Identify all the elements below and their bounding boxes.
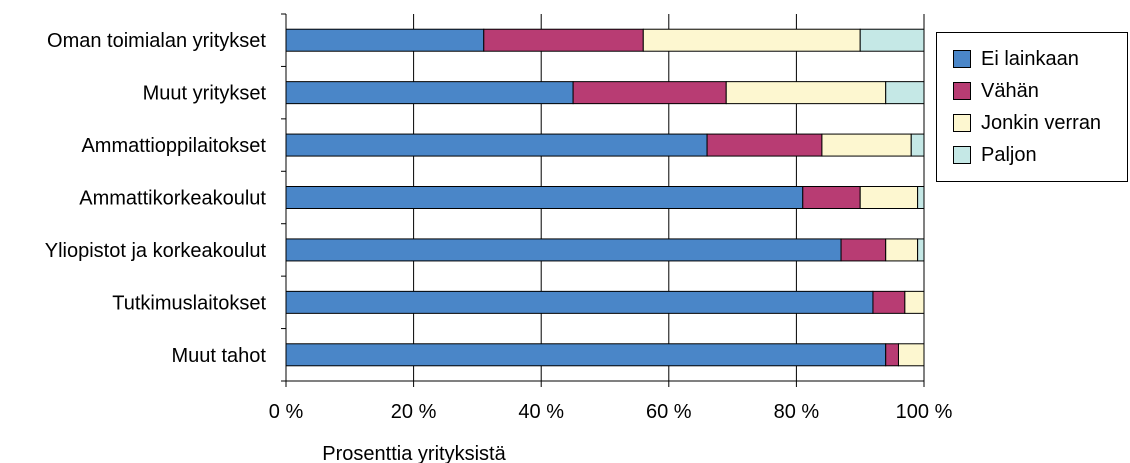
bar-segment xyxy=(285,343,887,367)
bar-segment xyxy=(285,186,804,209)
category-label: Muut yritykset xyxy=(143,83,267,105)
bar-segment xyxy=(572,81,727,105)
bar-segment xyxy=(285,133,708,157)
x-axis-title: Prosenttia yrityksistä xyxy=(322,443,506,463)
legend-swatch xyxy=(953,114,971,132)
x-tick-label: 80 % xyxy=(774,401,820,423)
bar-segment xyxy=(725,81,887,105)
bar-segment xyxy=(802,186,861,209)
bar-segment xyxy=(885,238,919,262)
x-tick-label: 20 % xyxy=(391,401,437,423)
x-tick-label: 40 % xyxy=(518,401,564,423)
category-label: Oman toimialan yritykset xyxy=(47,30,266,52)
legend-swatch xyxy=(953,146,971,164)
legend-item: Paljon xyxy=(953,142,1037,168)
legend-item: Vähän xyxy=(953,78,1039,104)
bar-segment xyxy=(285,238,842,262)
bars xyxy=(285,28,925,367)
bar-segment xyxy=(483,28,644,52)
bar-segment xyxy=(872,290,906,314)
bar-segment xyxy=(821,133,912,157)
legend-item: Jonkin verran xyxy=(953,110,1101,136)
x-tick-label: 0 % xyxy=(269,401,304,423)
category-label: Yliopistot ja korkeakoulut xyxy=(45,240,267,262)
category-label: Ammattioppilaitokset xyxy=(81,135,266,157)
category-label: Tutkimuslaitokset xyxy=(112,292,266,314)
bar-segment xyxy=(285,28,485,52)
tick-labels: 0 % 20 % 40 % 60 % 80 % 100 % xyxy=(269,401,953,423)
bar-segment xyxy=(910,133,925,157)
x-tick-label: 100 % xyxy=(896,401,953,423)
category-labels: Oman toimialan yritykset Muut yritykset Am… xyxy=(45,30,267,367)
legend-label: Vähän xyxy=(981,79,1039,102)
bar-segment xyxy=(917,186,925,209)
bar-segment xyxy=(897,343,925,367)
legend-swatch xyxy=(953,82,971,100)
bar-segment xyxy=(706,133,823,157)
legend-label: Paljon xyxy=(981,143,1037,166)
bar-segment xyxy=(904,290,925,314)
x-tick-label: 60 % xyxy=(646,401,692,423)
legend-label: Ei lainkaan xyxy=(981,47,1079,70)
bar-segment xyxy=(859,186,919,209)
axes xyxy=(281,13,925,387)
bar-segment xyxy=(285,290,874,314)
legend: Ei lainkaan Vähän Jonkin verran Paljon xyxy=(936,32,1128,182)
bar-segment xyxy=(840,238,887,262)
category-label: Ammattikorkeakoulut xyxy=(79,188,266,210)
bar-segment xyxy=(859,28,925,52)
bar-segment xyxy=(917,238,925,262)
legend-item: Ei lainkaan xyxy=(953,46,1079,72)
bar-segment xyxy=(885,343,899,367)
bar-segment xyxy=(642,28,861,52)
category-label: Muut tahot xyxy=(171,345,266,367)
legend-label: Jonkin verran xyxy=(981,111,1102,134)
bar-segment xyxy=(285,81,574,105)
bar-segment xyxy=(885,81,925,105)
legend-swatch xyxy=(953,50,971,68)
